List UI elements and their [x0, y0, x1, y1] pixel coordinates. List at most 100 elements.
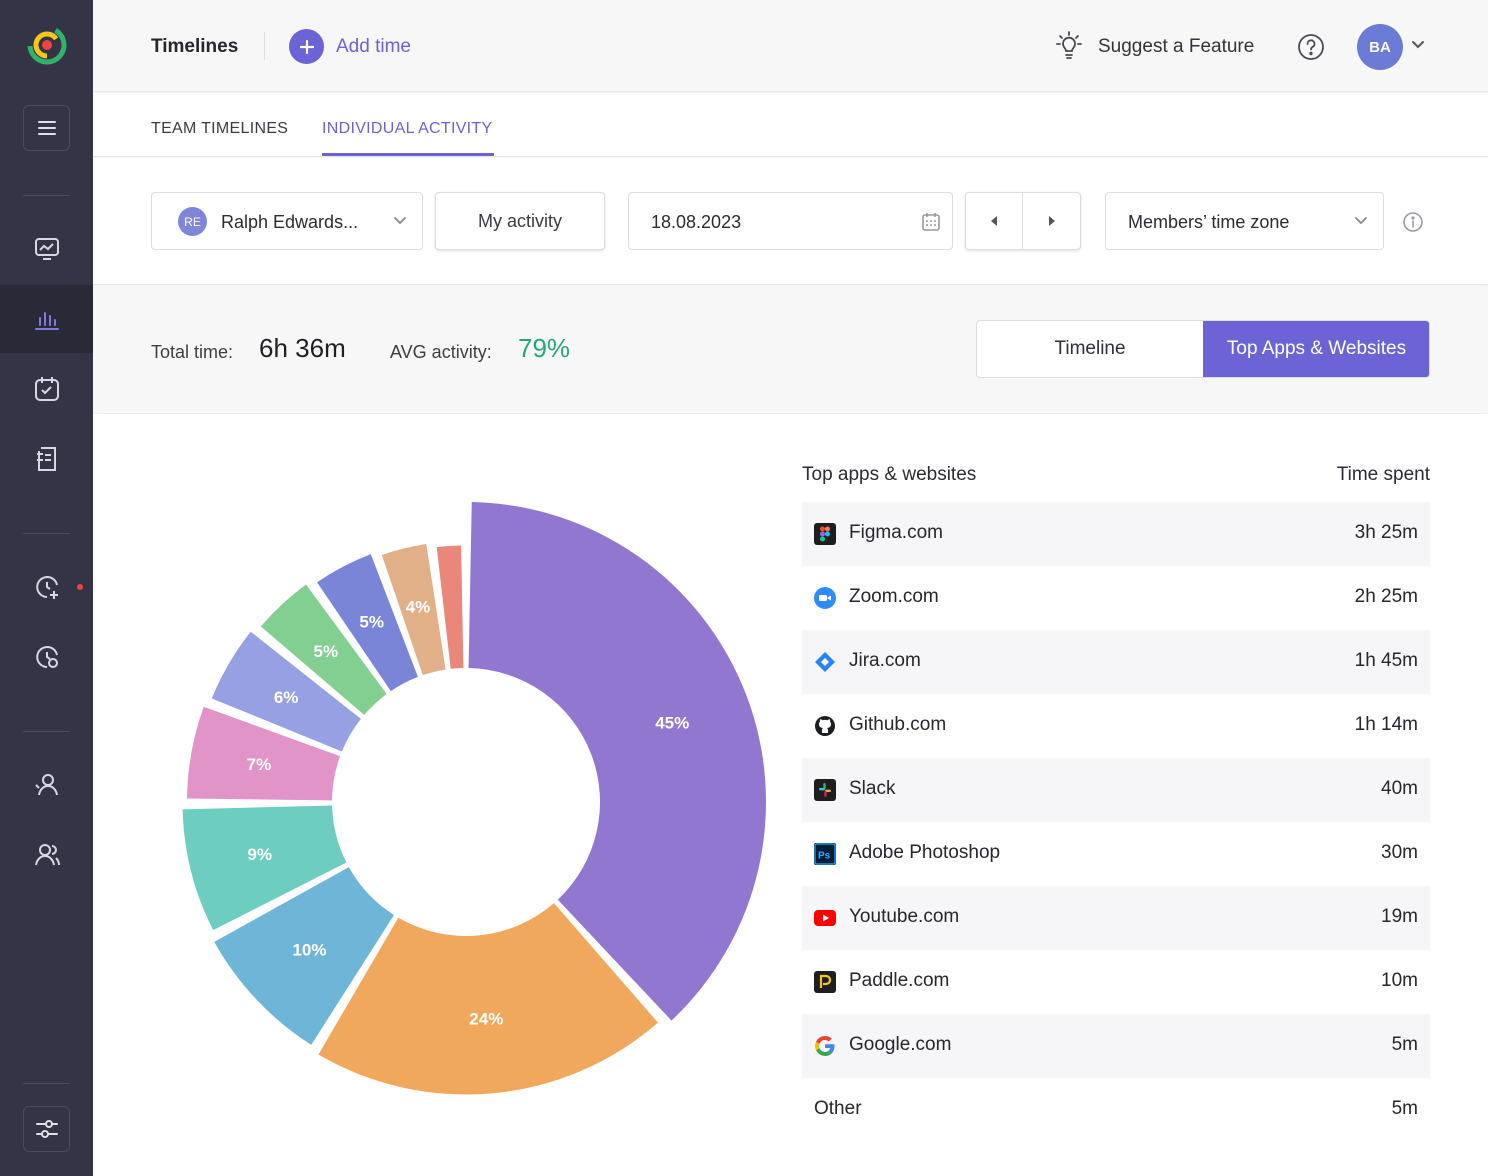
sidebar-divider [23, 1083, 70, 1084]
app-row[interactable]: Jira.com 1h 45m [802, 630, 1430, 694]
slice-label: 45% [655, 714, 689, 733]
app-name: Github.com [849, 714, 947, 735]
activity-summary: Total time: 6h 36m AVG activity: 79% Tim… [93, 286, 1488, 413]
caret-right-icon [1048, 216, 1055, 226]
app-row[interactable]: Other 5m [802, 1078, 1430, 1142]
timezone-select[interactable]: Members’ time zone [1105, 192, 1384, 250]
slice-label: 5% [359, 612, 384, 631]
slice-label: 4% [406, 597, 431, 616]
tab-team-timelines[interactable]: TEAM TIMELINES [151, 120, 289, 137]
settings-button[interactable] [23, 1106, 70, 1152]
info-icon[interactable] [1402, 211, 1424, 233]
slice-label: 7% [247, 755, 272, 774]
app-name: Jira.com [849, 650, 921, 671]
sidebar-item-dashboard[interactable] [0, 215, 93, 283]
my-activity-button[interactable]: My activity [435, 192, 605, 250]
sidebar-item-reports[interactable] [0, 425, 93, 493]
figma-icon [814, 523, 836, 545]
suggest-feature-link[interactable]: Suggest a Feature [1098, 36, 1255, 57]
donut-slice[interactable] [318, 903, 659, 1095]
sidebar-item-team[interactable] [0, 821, 93, 889]
donut-slice[interactable] [436, 545, 464, 669]
app-name: Other [814, 1098, 862, 1119]
member-avatar: RE [178, 207, 207, 236]
clock-plus-icon [35, 576, 58, 599]
sidebar-divider [23, 195, 70, 196]
filter-bar: RE Ralph Edwards... My activity 18.08.20… [93, 158, 1488, 285]
apps-list-header: Top apps & websites [802, 464, 977, 485]
app-row[interactable]: Youtube.com 19m [802, 886, 1430, 950]
jira-icon [814, 651, 836, 673]
slice-label: 9% [247, 845, 272, 864]
donut-slice[interactable] [187, 706, 341, 801]
app-row[interactable]: Zoom.com 2h 25m [802, 566, 1430, 630]
slice-label: 5% [313, 642, 338, 661]
previous-day-button[interactable] [966, 193, 1024, 249]
sliders-icon [35, 1120, 58, 1138]
app-time: 1h 45m [1354, 650, 1418, 671]
hamburger-icon [37, 121, 56, 135]
app-row[interactable]: Paddle.com 10m [802, 950, 1430, 1014]
app-row[interactable]: Figma.com 3h 25m [802, 502, 1430, 566]
photoshop-icon: Ps [814, 843, 836, 865]
lightbulb-icon[interactable] [1053, 30, 1085, 62]
donut-slice[interactable] [214, 867, 394, 1045]
sidebar-item-calendar[interactable] [0, 355, 93, 423]
bar-chart-icon [34, 312, 59, 330]
app-name: Adobe Photoshop [849, 842, 1001, 863]
add-time-button[interactable] [289, 29, 324, 64]
app-time: 3h 25m [1354, 522, 1418, 543]
slice-label: 24% [469, 1009, 503, 1028]
view-toggle: Timeline Top Apps & Websites [976, 320, 1430, 378]
timeline-view-button[interactable]: Timeline [1054, 338, 1126, 359]
active-tab-indicator [322, 153, 494, 156]
time-spent-header: Time spent [1336, 464, 1430, 485]
next-day-button[interactable] [1023, 193, 1080, 249]
calendar-icon[interactable] [921, 212, 941, 232]
monitor-chart-icon [34, 238, 59, 260]
app-row[interactable]: Slack 40m [802, 758, 1430, 822]
clock-gear-icon [35, 646, 58, 668]
app-row[interactable]: Github.com 1h 14m [802, 694, 1430, 758]
app-name: Zoom.com [849, 586, 939, 607]
document-icon [36, 447, 56, 471]
app-time: 1h 14m [1354, 714, 1418, 735]
app-time: 19m [1381, 906, 1418, 927]
donut-slice[interactable] [468, 502, 767, 1021]
tab-individual-activity[interactable]: INDIVIDUAL ACTIVITY [322, 120, 493, 137]
menu-toggle-button[interactable] [23, 105, 70, 151]
sidebar-item-timer-settings[interactable] [0, 623, 93, 691]
donut-slice[interactable] [317, 554, 418, 692]
app-name: Slack [849, 778, 896, 799]
youtube-icon [814, 907, 836, 929]
app-name: Google.com [849, 1034, 952, 1055]
chevron-down-icon [394, 217, 406, 225]
sidebar-item-member[interactable] [0, 751, 93, 819]
app-row[interactable]: Ps Adobe Photoshop 30m [802, 822, 1430, 886]
app-logo[interactable] [26, 24, 68, 66]
slice-label: 6% [274, 688, 299, 707]
app-name: Youtube.com [849, 906, 960, 927]
date-navigation [965, 192, 1081, 250]
app-time: 5m [1391, 1098, 1418, 1119]
view-tabs: TEAM TIMELINES INDIVIDUAL ACTIVITY [93, 93, 1488, 157]
member-select[interactable]: RE Ralph Edwards... [151, 192, 423, 250]
app-row[interactable]: Google.com 5m [802, 1014, 1430, 1078]
donut-slice[interactable] [211, 631, 361, 752]
app-name: Paddle.com [849, 970, 950, 991]
top-apps-view-button[interactable]: Top Apps & Websites [1203, 321, 1429, 377]
add-time-link[interactable]: Add time [336, 36, 411, 57]
donut-slice[interactable] [182, 805, 347, 931]
app-time: 2h 25m [1354, 586, 1418, 607]
donut-slice[interactable] [381, 544, 446, 676]
help-icon[interactable] [1296, 32, 1326, 62]
github-icon [814, 715, 836, 737]
app-time: 30m [1381, 842, 1418, 863]
caret-left-icon [991, 216, 997, 226]
user-avatar[interactable]: BA [1357, 24, 1403, 70]
sidebar-item-add-timer[interactable] [0, 553, 93, 621]
chevron-down-icon[interactable] [1411, 40, 1425, 50]
donut-slice[interactable] [260, 584, 387, 715]
date-picker[interactable]: 18.08.2023 [628, 192, 953, 250]
sidebar-item-timelines[interactable] [0, 285, 93, 353]
